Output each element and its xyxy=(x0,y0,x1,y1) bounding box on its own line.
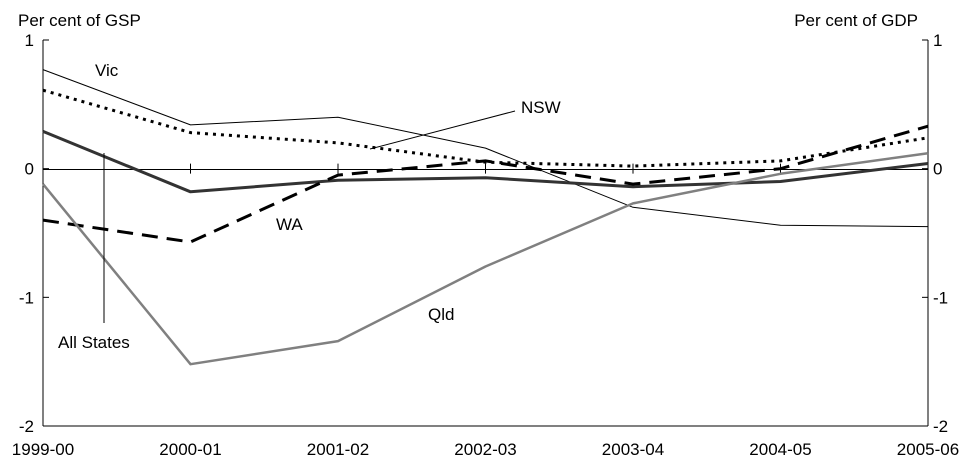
y-tick-label-right: -2 xyxy=(933,417,948,436)
x-tick-label: 2004-05 xyxy=(749,440,811,459)
y-tick-label-right: 1 xyxy=(933,31,942,50)
annotation-nsw: NSW xyxy=(521,98,561,117)
annotation-qld: Qld xyxy=(428,305,454,324)
series-line-nsw xyxy=(42,88,929,168)
x-tick-label: 2000-01 xyxy=(159,440,221,459)
annotation-vic: Vic xyxy=(95,61,119,80)
x-tick-label: 2001-02 xyxy=(307,440,369,459)
series-line-vic xyxy=(42,69,929,228)
x-tick-label: 2002-03 xyxy=(454,440,516,459)
y-tick-label-left: 1 xyxy=(25,31,34,50)
series-line-wa xyxy=(42,124,929,244)
annotation-wa: WA xyxy=(276,215,303,234)
x-tick-label: 2005-06 xyxy=(897,440,959,459)
y-axis-label-right: Per cent of GDP xyxy=(794,11,918,30)
series-line-all-states xyxy=(42,130,929,194)
y-axis-label-left: Per cent of GSP xyxy=(18,11,141,30)
y-tick-label-right: 0 xyxy=(933,160,942,179)
x-tick-label: 2003-04 xyxy=(602,440,664,459)
y-tick-label-left: 0 xyxy=(25,160,34,179)
nsw-leader-line xyxy=(369,110,516,150)
y-tick-label-right: -1 xyxy=(933,288,948,307)
annotation-all-states: All States xyxy=(58,333,130,352)
x-tick-label: 1999-00 xyxy=(12,440,74,459)
series-line-qld xyxy=(42,151,929,366)
y-tick-label-left: -1 xyxy=(19,288,34,307)
y-tick-label-left: -2 xyxy=(19,417,34,436)
